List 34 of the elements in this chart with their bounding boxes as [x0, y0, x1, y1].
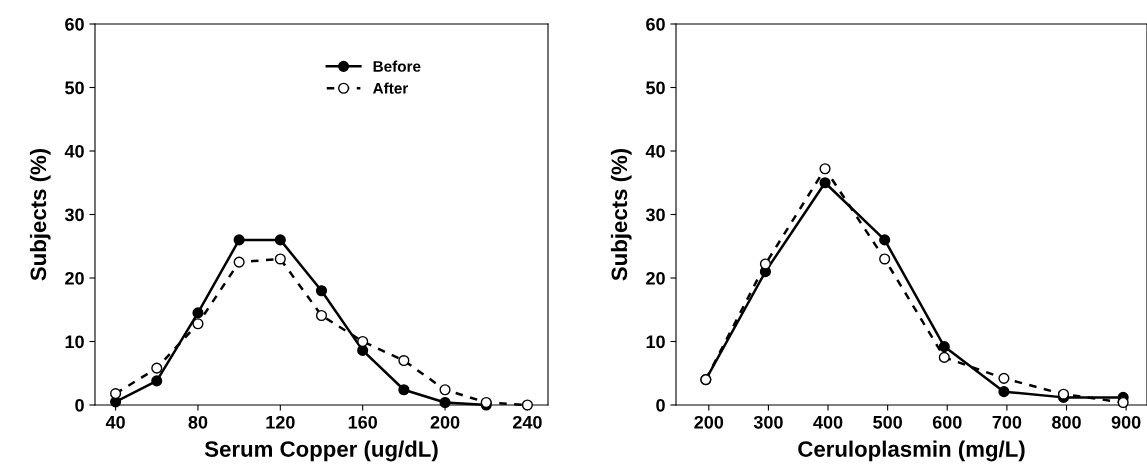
x-tick-label: 200	[430, 415, 460, 429]
x-tick-label: 160	[348, 415, 378, 429]
y-tick-label: 50	[646, 81, 665, 95]
y-tick-label: 20	[646, 271, 665, 285]
y-tick-label: 0	[656, 398, 665, 412]
x-tick-label: 900	[1111, 415, 1141, 429]
x-axis-title: Ceruloplasmin (mg/L)	[798, 440, 1025, 462]
x-tick-label: 300	[753, 415, 783, 429]
legend-label: Before	[373, 60, 421, 72]
legend-label: After	[372, 82, 409, 94]
x-tick-label: 500	[873, 415, 902, 429]
x-tick-label: 800	[1052, 415, 1081, 429]
y-tick-label: 20	[65, 271, 84, 285]
x-tick-label: 40	[105, 415, 125, 429]
x-tick-label: 80	[188, 415, 208, 429]
y-tick-label: 40	[64, 144, 84, 158]
y-tick-label: 10	[646, 335, 665, 349]
x-tick-label: 120	[266, 415, 295, 429]
y-tick-label: 60	[646, 17, 665, 31]
y-tick-label: 50	[65, 81, 84, 95]
y-tick-label: 30	[645, 208, 665, 222]
y-tick-label: 40	[645, 144, 665, 158]
y-tick-label: 30	[64, 208, 84, 222]
y-tick-label: 10	[65, 335, 84, 349]
y-tick-label: 60	[65, 17, 84, 31]
y-axis-title: Subjects (%)	[610, 148, 632, 281]
x-tick-label: 200	[694, 415, 724, 429]
x-tick-label: 240	[512, 415, 542, 429]
x-tick-label: 400	[813, 415, 843, 429]
y-tick-label: 0	[75, 398, 84, 412]
y-axis-title: Subjects (%)	[29, 148, 51, 281]
x-tick-label: 700	[992, 415, 1022, 429]
x-axis-title: Serum Copper (ug/dL)	[204, 440, 438, 462]
x-tick-label: 600	[932, 415, 962, 429]
